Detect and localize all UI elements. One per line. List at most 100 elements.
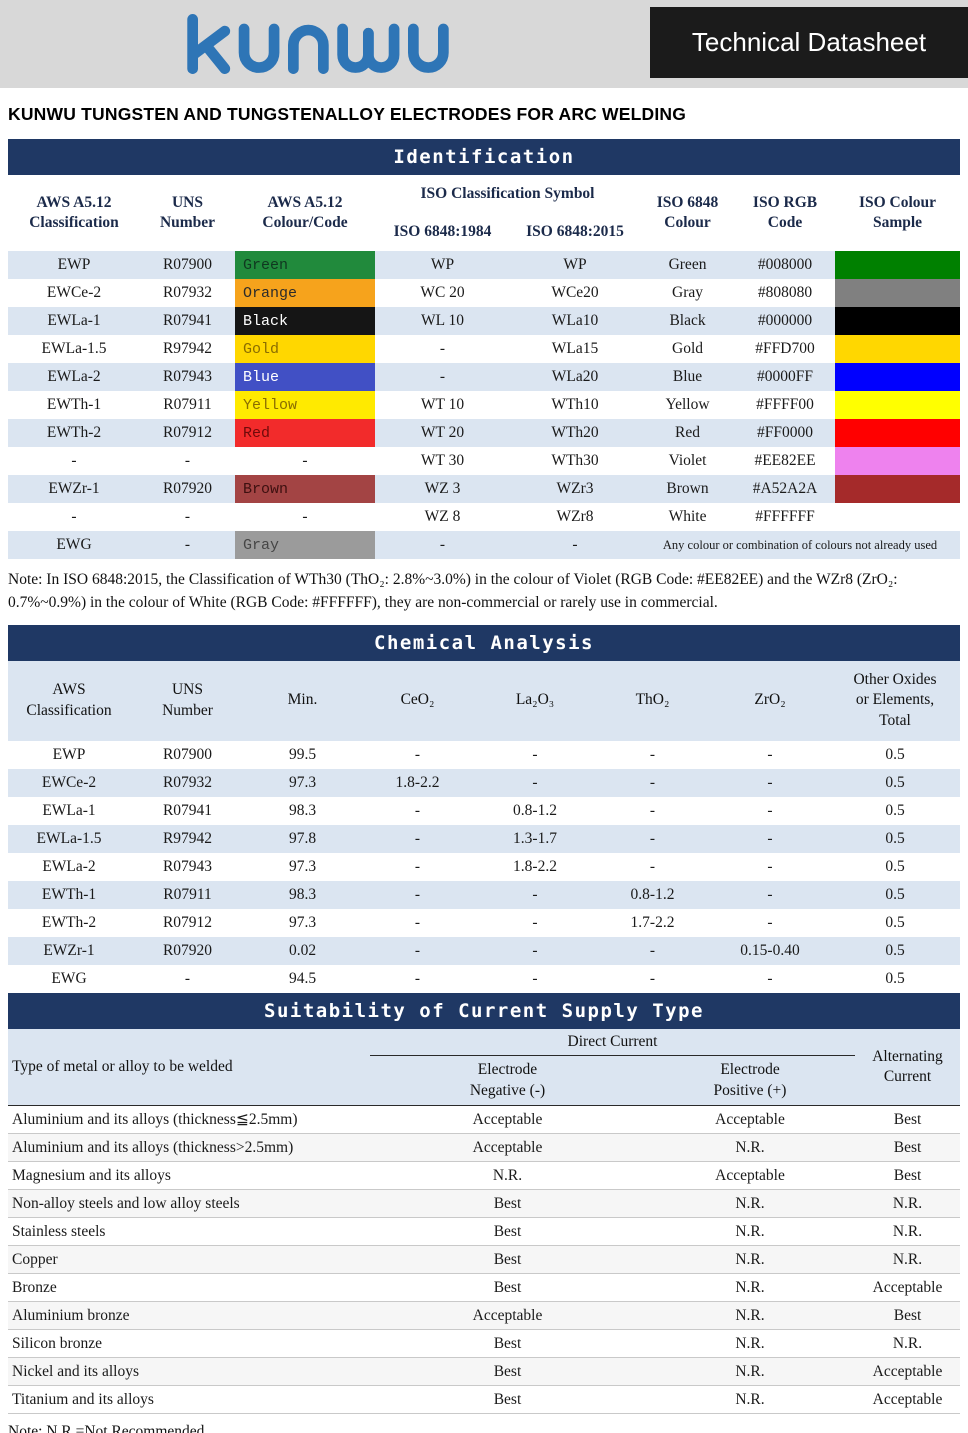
aws-classification: EWLa-1 — [42, 801, 96, 819]
alternating-current-rating: N.R. — [855, 1245, 961, 1274]
iso-2015-symbol: WCe20 — [551, 284, 599, 301]
electrode-negative-rating: Best — [370, 1273, 645, 1302]
col-header-uns-number: UNS Number — [159, 193, 216, 231]
ceo2-value: - — [414, 885, 421, 903]
iso-1984-symbol: - — [439, 368, 446, 385]
chemical-col-header: UNS Number — [130, 660, 245, 741]
iso-2015-symbol: WLa10 — [551, 312, 599, 329]
iso-colour-sample — [835, 447, 961, 475]
iso-2015-symbol: WLa20 — [551, 368, 599, 385]
colour-code-cell: Black — [235, 307, 375, 335]
col-header-aws-classification: AWS A5.12 Classification — [29, 193, 119, 231]
iso-1984-symbol: WT 30 — [420, 452, 465, 469]
aws-classification: EWG — [51, 969, 87, 987]
aws-classification: EWZr-1 — [48, 480, 100, 497]
uns-number: R07932 — [162, 773, 213, 791]
zro2-value: - — [767, 745, 773, 763]
metal-type: Non-alloy steels and low alloy steels — [8, 1189, 370, 1218]
identification-section-title: Identification — [8, 139, 960, 175]
zro2-value: - — [767, 969, 773, 987]
ceo2-value: - — [414, 829, 421, 847]
other-oxides-value: 0.5 — [885, 829, 905, 847]
zro2-value: 0.15-0.40 — [740, 941, 800, 959]
colour-code-cell: Gold — [235, 335, 375, 363]
metal-type: Titanium and its alloys — [8, 1385, 370, 1414]
chemical-col-header: La₂O₃ — [475, 660, 595, 741]
electrode-positive-rating: N.R. — [645, 1217, 856, 1246]
ceo2-value: - — [414, 913, 421, 931]
min-value: 97.3 — [288, 773, 317, 791]
alternating-current-rating: N.R. — [855, 1217, 961, 1246]
electrode-positive-rating: N.R. — [645, 1245, 856, 1274]
min-value: 94.5 — [288, 969, 317, 987]
identification-section: Identification AWS A5.12 Classification … — [0, 139, 968, 559]
iso-colour-sample — [835, 251, 961, 279]
colour-usage-note: Any colour or combination of colours not… — [662, 537, 938, 552]
aws-classification: EWZr-1 — [43, 941, 95, 959]
chemical-row: EWLa-1.5 R97942 97.8 - 1.3-1.7 - - 0.5 — [8, 824, 960, 853]
iso-rgb-code: #008000 — [757, 256, 813, 273]
col-header-iso-symbol-group: ISO Classification Symbol — [420, 185, 595, 202]
electrode-positive-rating: N.R. — [645, 1189, 856, 1218]
iso-colour-name: Black — [669, 312, 706, 329]
iso-2015-symbol: WTh10 — [551, 396, 599, 413]
identification-row: EWCe-2 R07932 Orange WC 20 WCe20 Gray #808080 — [8, 279, 961, 307]
tho2-value: - — [649, 829, 656, 847]
iso-2015-symbol: WZr8 — [556, 508, 594, 525]
iso-colour-sample — [835, 503, 961, 531]
uns-number: - — [184, 452, 191, 469]
electrode-positive-rating: N.R. — [645, 1133, 856, 1162]
iso-colour-sample — [835, 419, 961, 447]
alternating-current-rating: Acceptable — [855, 1385, 961, 1414]
suitability-row: Magnesium and its alloys N.R. Acceptable Be… — [8, 1161, 961, 1190]
page-title: KUNWU TUNGSTEN AND TUNGSTENALLOY ELECTRO… — [8, 104, 687, 124]
chemical-col-header: Other Oxides or Elements, Total — [830, 660, 960, 741]
iso-rgb-code: #0000FF — [757, 368, 814, 385]
suitability-row: Bronze Best N.R. Acceptable — [8, 1273, 961, 1302]
metal-type: Nickel and its alloys — [8, 1357, 370, 1386]
la2o3-value: - — [532, 913, 538, 931]
metal-type: Silicon bronze — [8, 1329, 370, 1358]
suitability-table: Type of metal or alloy to be welded Dire… — [8, 1028, 961, 1414]
col-header-iso-colour: ISO 6848 Colour — [656, 193, 719, 231]
iso-2015-symbol: WZr3 — [556, 480, 594, 497]
suitability-row: Silicon bronze Best N.R. N.R. — [8, 1329, 961, 1358]
alternating-current-rating: N.R. — [855, 1189, 961, 1218]
chemical-analysis-table: AWS Classification UNS Number Min. CeO₂ La₂O… — [8, 660, 960, 993]
other-oxides-value: 0.5 — [885, 913, 905, 931]
iso-rgb-code: #808080 — [757, 284, 813, 301]
electrode-negative-rating: Acceptable — [370, 1301, 645, 1330]
iso-1984-symbol: WC 20 — [420, 284, 465, 301]
iso-2015-symbol: - — [572, 536, 578, 553]
colour-code-cell: - — [302, 508, 308, 525]
zro2-value: - — [767, 857, 773, 875]
iso-colour-sample — [835, 279, 961, 307]
col-header-metal-type: Type of metal or alloy to be welded — [8, 1028, 370, 1106]
other-oxides-value: 0.5 — [885, 801, 905, 819]
iso-rgb-code: #FF0000 — [757, 424, 814, 441]
zro2-value: - — [767, 829, 773, 847]
uns-number: R07912 — [162, 913, 213, 931]
iso-colour-name: White — [668, 508, 707, 525]
chemical-row: EWZr-1 R07920 0.02 - - - 0.15-0.40 0.5 — [8, 936, 960, 965]
nr-note: Note: N.R.=Not Recommended — [8, 1420, 960, 1433]
iso-colour-sample — [835, 391, 961, 419]
uns-number: R07912 — [162, 424, 213, 441]
other-oxides-value: 0.5 — [885, 969, 905, 987]
iso-rgb-code: #000000 — [757, 312, 813, 329]
chemical-row: EWCe-2 R07932 97.3 1.8-2.2 - - - 0.5 — [8, 768, 960, 797]
iso-1984-symbol: WZ 3 — [424, 480, 461, 497]
suitability-row: Aluminium and its alloys (thickness≦2.5m… — [8, 1105, 961, 1134]
suitability-row: Aluminium and its alloys (thickness>2.5m… — [8, 1133, 961, 1162]
electrode-negative-rating: Best — [370, 1385, 645, 1414]
metal-type: Magnesium and its alloys — [8, 1161, 370, 1190]
metal-type: Bronze — [8, 1273, 370, 1302]
iso-1984-symbol: WT 10 — [420, 396, 465, 413]
uns-number: R07920 — [162, 941, 213, 959]
chemical-analysis-section: Chemical Analysis AWS Classification UNS … — [0, 624, 968, 993]
header: Technical Datasheet — [0, 0, 968, 88]
chemical-col-header: Min. — [245, 660, 360, 741]
col-header-electrode-negative: Electrode Negative (-) — [370, 1055, 645, 1106]
iso-2015-symbol: WLa15 — [551, 340, 599, 357]
